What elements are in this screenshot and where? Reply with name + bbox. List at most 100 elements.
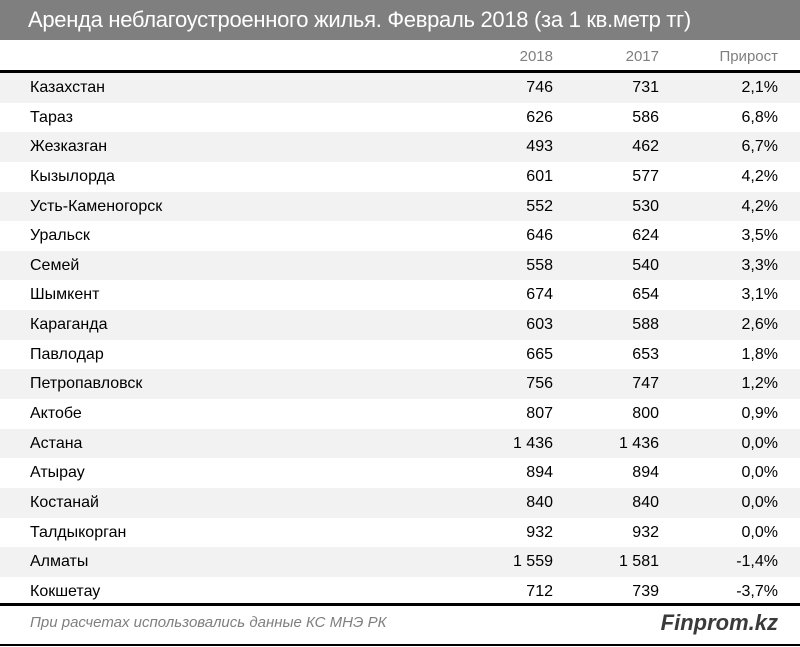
- value-2017: 540: [632, 256, 659, 274]
- city-name: Талдыкорган: [30, 523, 127, 541]
- city-name: Казахстан: [30, 79, 105, 96]
- header-2017: 2017: [625, 48, 659, 65]
- table-row: Павлодар 665 653 1,8%: [0, 340, 800, 370]
- city-name: Петропавловск: [30, 375, 143, 393]
- value-2018: 601: [526, 167, 553, 185]
- table-header: 2018 2017 Прирост: [0, 44, 800, 70]
- table-row: Атырау 894 894 0,0%: [0, 458, 800, 488]
- growth-value: 1,2%: [741, 375, 778, 393]
- growth-value: 0,0%: [741, 434, 778, 452]
- value-2017: 654: [632, 286, 659, 304]
- growth-value: 3,1%: [741, 286, 778, 304]
- table-row: Алматы 1 559 1 581 -1,4%: [0, 547, 800, 577]
- growth-value: 6,8%: [741, 108, 778, 126]
- header-divider: [0, 70, 800, 73]
- value-2018: 1 559: [512, 553, 553, 571]
- value-2018: 712: [526, 582, 553, 600]
- city-name: Тараз: [30, 108, 73, 126]
- growth-value: 3,3%: [741, 256, 778, 274]
- table-row: Семей 558 540 3,3%: [0, 250, 800, 281]
- value-2017: 800: [632, 405, 659, 423]
- table-row: Кокшетау 712 739 -3,7%: [0, 577, 800, 607]
- value-2018: 558: [526, 256, 553, 274]
- value-2018: 626: [526, 108, 553, 126]
- city-name: Кызылорда: [30, 167, 115, 185]
- value-2018: 840: [526, 493, 553, 511]
- value-2017: 577: [632, 167, 659, 185]
- value-2018: 552: [526, 197, 553, 215]
- value-2018: 665: [526, 345, 553, 363]
- growth-value: 3,5%: [741, 227, 778, 245]
- value-2017: 530: [632, 197, 659, 215]
- city-name: Астана: [30, 434, 83, 452]
- value-2017: 1 581: [618, 553, 659, 571]
- city-name: Семей: [30, 256, 80, 274]
- value-2018: 932: [526, 523, 553, 541]
- header-2018: 2018: [519, 48, 553, 65]
- value-2017: 894: [632, 464, 659, 482]
- table-row: Усть-Каменогорск 552 530 4,2%: [0, 191, 800, 222]
- source-note: При расчетах использовались данные КС МН…: [30, 614, 387, 631]
- growth-value: 4,2%: [741, 167, 778, 185]
- city-name: Жезказган: [30, 138, 108, 156]
- table-row: Астана 1 436 1 436 0,0%: [0, 428, 800, 459]
- table-body: Казахстан 746 731 2,1% Тараз 626 586 6,8% Жезказ…: [0, 73, 800, 607]
- value-2017: 653: [632, 345, 659, 363]
- growth-value: 4,2%: [741, 197, 778, 215]
- table-row: Шымкент 674 654 3,1%: [0, 280, 800, 310]
- growth-value: 0,0%: [741, 523, 778, 541]
- growth-value: 6,7%: [741, 138, 778, 156]
- growth-value: 0,9%: [741, 405, 778, 423]
- city-name: Алматы: [30, 553, 89, 571]
- bottom-divider: [0, 644, 800, 646]
- table-row: Жезказган 493 462 6,7%: [0, 132, 800, 162]
- value-2017: 462: [632, 138, 659, 156]
- value-2018: 756: [526, 375, 553, 393]
- value-2018: 674: [526, 286, 553, 304]
- value-2017: 588: [632, 316, 659, 334]
- growth-value: 2,6%: [741, 316, 778, 334]
- growth-value: 0,0%: [741, 464, 778, 482]
- value-2017: 747: [632, 375, 659, 393]
- value-2018: 493: [526, 138, 553, 156]
- table-row: Казахстан 746 731 2,1%: [0, 73, 800, 103]
- value-2018: 1 436: [512, 434, 553, 452]
- value-2018: 746: [526, 79, 553, 96]
- growth-value: 1,8%: [741, 345, 778, 363]
- city-name: Костанай: [30, 493, 99, 511]
- table-row: Кызылорда 601 577 4,2%: [0, 162, 800, 192]
- value-2017: 739: [632, 582, 659, 600]
- growth-value: 2,1%: [741, 79, 778, 96]
- value-2018: 807: [526, 405, 553, 423]
- value-2017: 624: [632, 227, 659, 245]
- brand-logo: Finprom.kz: [660, 610, 778, 635]
- value-2018: 646: [526, 227, 553, 245]
- table-row: Актобе 807 800 0,9%: [0, 399, 800, 429]
- value-2017: 1 436: [618, 434, 659, 452]
- growth-value: -3,7%: [736, 582, 778, 600]
- city-name: Уральск: [30, 227, 90, 245]
- value-2017: 932: [632, 523, 659, 541]
- value-2018: 603: [526, 316, 553, 334]
- value-2017: 840: [632, 493, 659, 511]
- city-name: Кокшетау: [30, 582, 101, 600]
- footer-divider: [0, 603, 800, 606]
- table-row: Тараз 626 586 6,8%: [0, 103, 800, 133]
- city-name: Павлодар: [30, 345, 104, 363]
- city-name: Атырау: [30, 464, 85, 482]
- city-name: Усть-Каменогорск: [30, 197, 163, 215]
- table-title: Аренда неблагоустроенного жилья. Февраль…: [0, 0, 800, 40]
- table-row: Караганда 603 588 2,6%: [0, 310, 800, 340]
- table-row: Костанай 840 840 0,0%: [0, 487, 800, 518]
- city-name: Шымкент: [30, 286, 100, 304]
- value-2018: 894: [526, 464, 553, 482]
- header-growth: Прирост: [719, 48, 778, 65]
- city-name: Актобе: [30, 405, 82, 423]
- value-2017: 731: [632, 79, 659, 96]
- growth-value: 0,0%: [741, 493, 778, 511]
- value-2017: 586: [632, 108, 659, 126]
- growth-value: -1,4%: [736, 553, 778, 571]
- table-row: Петропавловск 756 747 1,2%: [0, 369, 800, 400]
- table-row: Уральск 646 624 3,5%: [0, 221, 800, 251]
- table-row: Талдыкорган 932 932 0,0%: [0, 518, 800, 548]
